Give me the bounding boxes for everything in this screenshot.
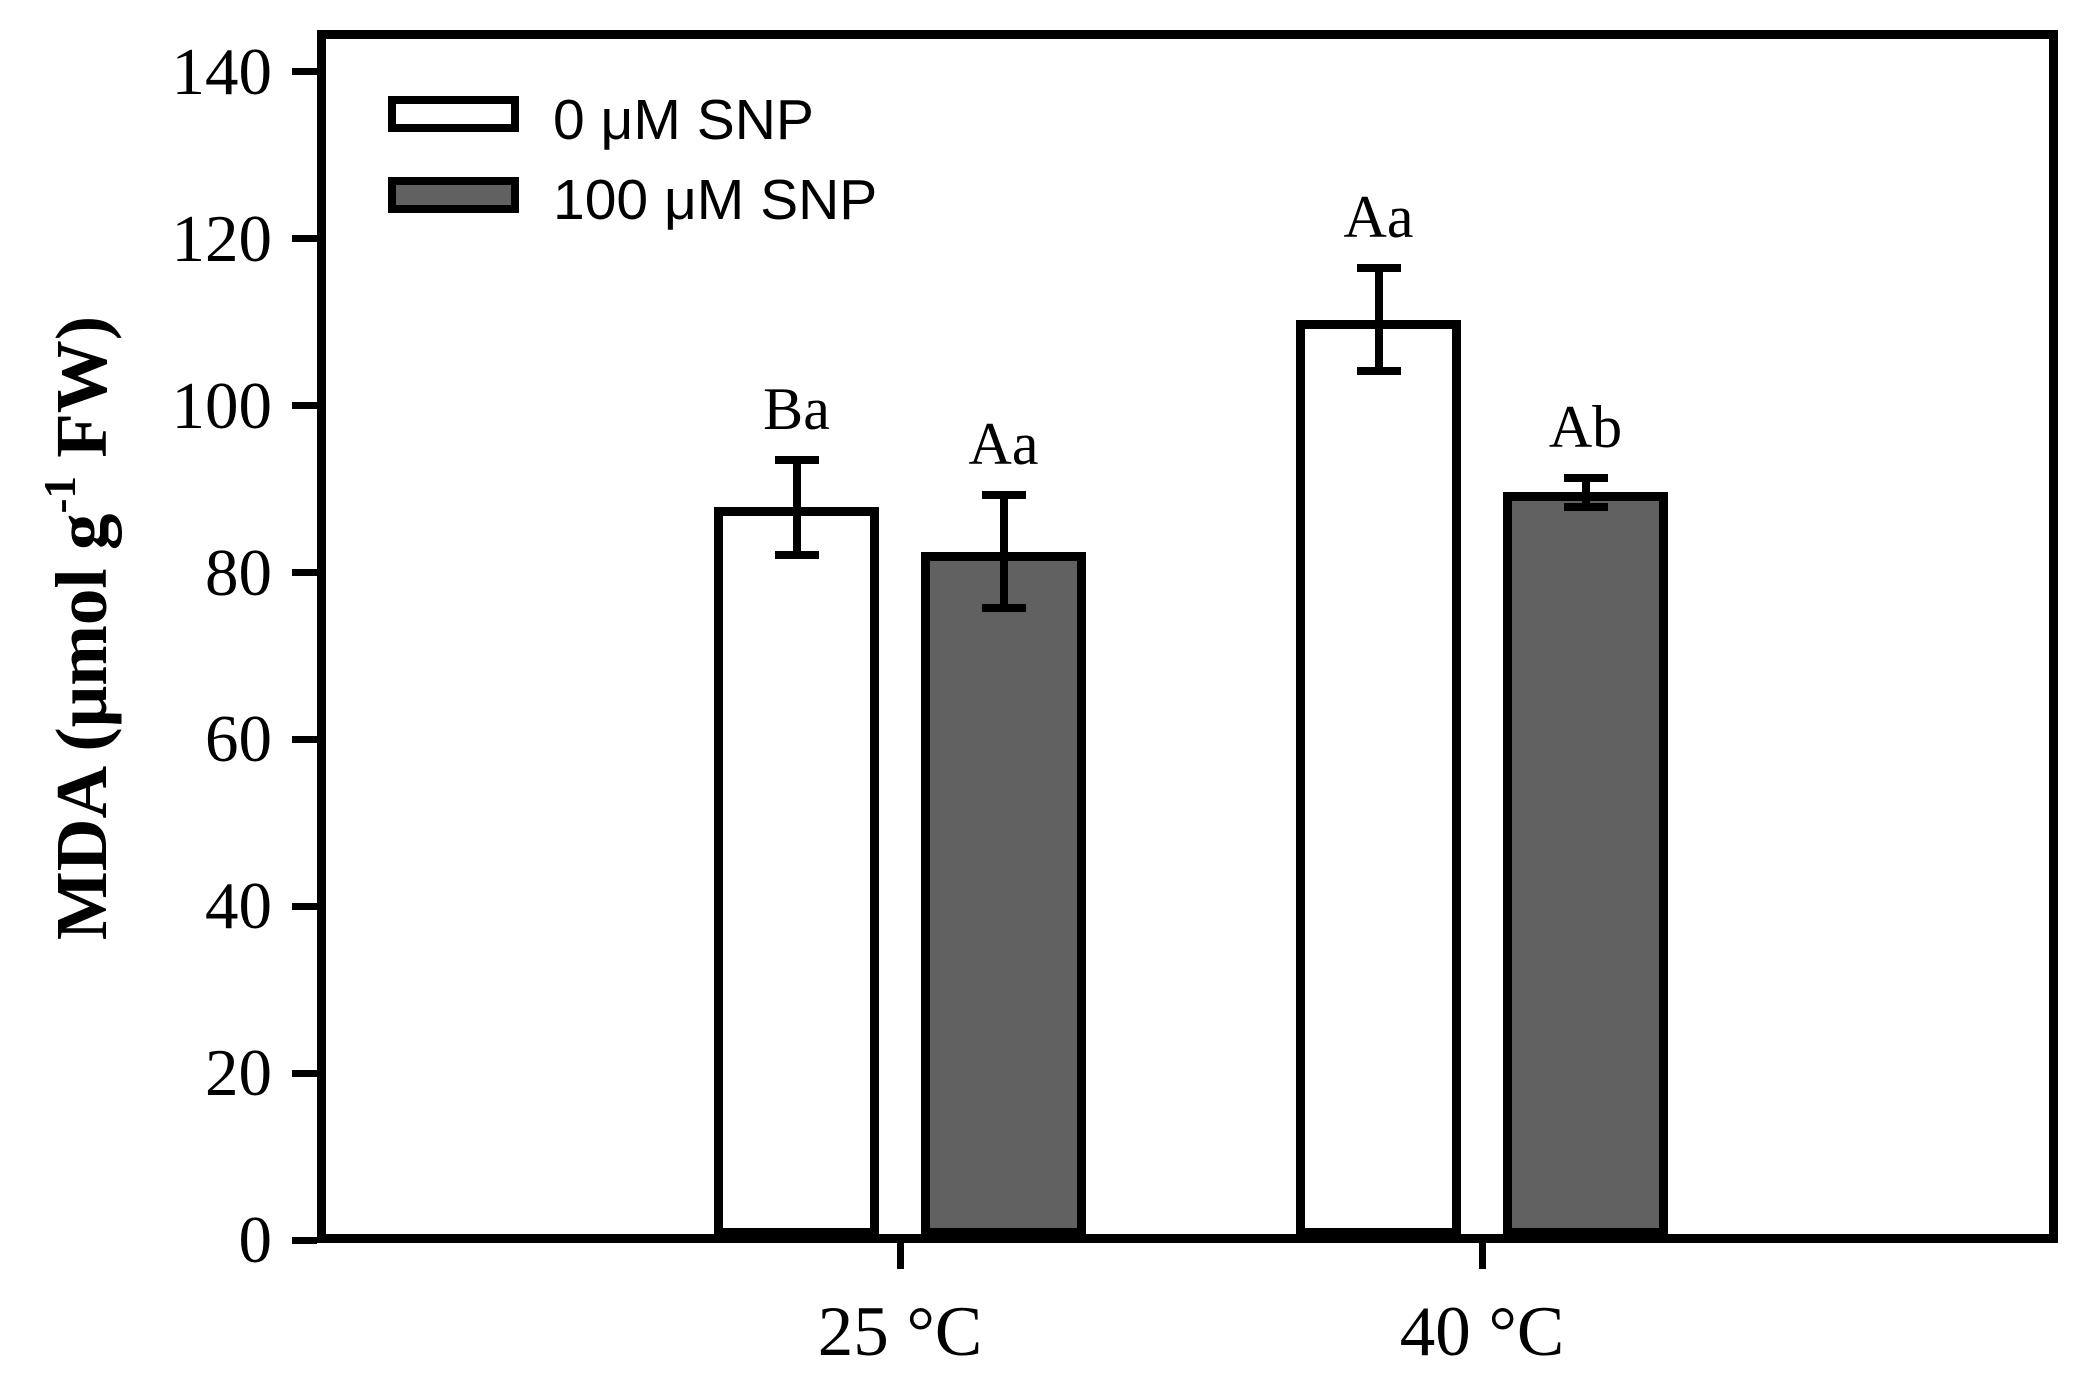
y-axis-tick <box>292 902 317 910</box>
y-tick-label: 20 <box>205 1036 272 1111</box>
legend-swatch-100um-snp <box>388 177 519 213</box>
error-bar-cap-top <box>981 490 1026 499</box>
y-axis-tick <box>292 68 317 76</box>
y-axis-tick <box>292 735 317 743</box>
bar-0um-snp-40c <box>1296 319 1461 1237</box>
y-tick-label: 120 <box>171 201 273 276</box>
error-bar-line <box>999 494 1008 609</box>
y-tick-label: 140 <box>171 34 273 109</box>
y-tick-label: 100 <box>171 368 273 443</box>
error-bar-cap-bottom <box>774 551 819 560</box>
error-bar-cap-top <box>1563 474 1608 483</box>
significance-label: Ba <box>763 375 830 442</box>
y-axis-title-superscript: -1 <box>34 476 85 514</box>
error-bar-cap-bottom <box>1356 367 1401 376</box>
y-axis-tick <box>292 1236 317 1244</box>
y-tick-label: 80 <box>205 535 272 610</box>
y-axis-tick <box>292 569 317 577</box>
error-bar-line <box>1581 478 1590 507</box>
x-axis-tick <box>1478 1243 1486 1269</box>
y-axis-tick <box>292 235 317 243</box>
y-tick-label: 0 <box>238 1203 273 1277</box>
legend-label-100um-snp: 100 μM SNP <box>553 168 878 232</box>
significance-label: Aa <box>968 410 1039 477</box>
error-bar-line <box>1374 268 1383 372</box>
x-axis-tick <box>896 1243 904 1269</box>
bar-0um-snp-25c <box>714 507 879 1237</box>
x-category-label: 40 °C <box>1399 1293 1565 1371</box>
error-bar-line <box>792 459 801 556</box>
plot-area-frame <box>317 30 2058 1243</box>
y-tick-label: 60 <box>205 702 272 777</box>
y-axis-tick <box>292 402 317 410</box>
significance-label: Aa <box>1343 184 1414 251</box>
bar-100um-snp-40c <box>1503 492 1668 1237</box>
legend-swatch-0um-snp <box>388 96 519 132</box>
y-axis-tick <box>292 1069 317 1077</box>
x-category-label: 25 °C <box>817 1293 983 1371</box>
error-bar-cap-bottom <box>1563 502 1608 511</box>
significance-label: Ab <box>1548 394 1623 461</box>
bar-100um-snp-25c <box>921 551 1086 1237</box>
error-bar-cap-top <box>774 455 819 464</box>
error-bar-cap-bottom <box>981 604 1026 613</box>
y-tick-label: 40 <box>205 869 272 944</box>
legend-label-0um-snp: 0 μM SNP <box>553 88 814 152</box>
error-bar-cap-top <box>1356 264 1401 273</box>
